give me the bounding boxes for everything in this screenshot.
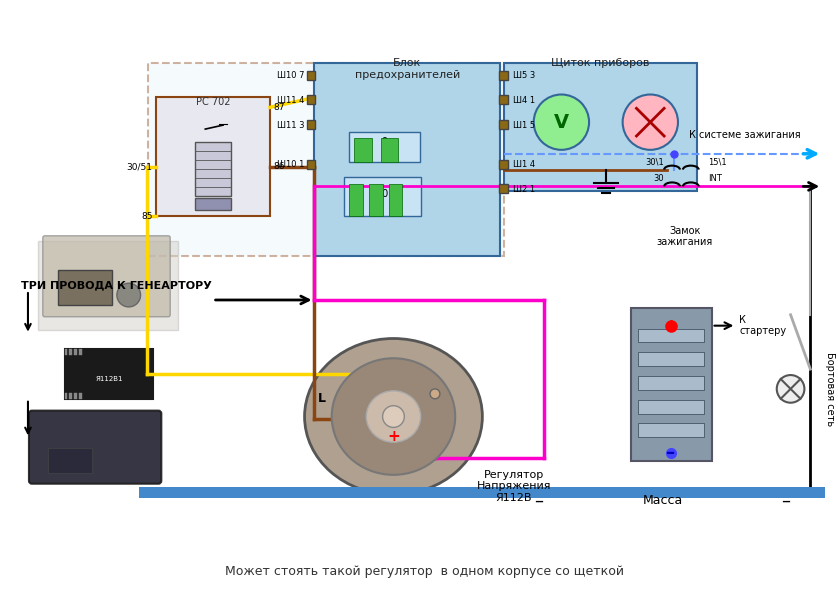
Bar	[148, 63, 504, 256]
Circle shape	[623, 94, 678, 150]
Bar	[65, 349, 68, 355]
Text: 9: 9	[381, 137, 388, 147]
Bar	[499, 96, 508, 104]
Text: 87: 87	[273, 103, 284, 112]
Bar	[195, 198, 231, 210]
Text: 30/51: 30/51	[127, 162, 153, 171]
Bar	[48, 448, 92, 473]
Bar	[639, 352, 704, 366]
Bar	[157, 97, 270, 216]
Text: L: L	[318, 392, 326, 405]
Bar	[499, 160, 508, 168]
Bar	[504, 63, 696, 191]
Text: INT: INT	[709, 174, 722, 183]
Bar	[58, 270, 112, 305]
Text: Замок
зажигания: Замок зажигания	[657, 226, 713, 248]
Text: 85: 85	[141, 211, 153, 220]
Text: 30\1: 30\1	[645, 157, 665, 166]
Text: +: +	[387, 429, 400, 444]
Text: К
стартеру: К стартеру	[739, 315, 786, 337]
Ellipse shape	[366, 391, 421, 442]
Bar	[75, 349, 77, 355]
Bar	[499, 71, 508, 79]
Text: Масса: Масса	[643, 494, 683, 507]
Bar	[380, 138, 398, 162]
Bar	[349, 184, 363, 216]
Bar	[80, 393, 82, 399]
Text: –: –	[534, 491, 543, 509]
Text: Ш1 4: Ш1 4	[513, 160, 535, 169]
Text: Ш11 4: Ш11 4	[277, 96, 304, 105]
Text: 10: 10	[376, 189, 389, 199]
Bar	[639, 400, 704, 414]
Bar	[138, 487, 825, 497]
Bar	[65, 393, 68, 399]
Bar	[195, 142, 231, 196]
Circle shape	[777, 375, 804, 403]
Text: Блок
предохранителей: Блок предохранителей	[354, 58, 460, 79]
Bar	[639, 423, 704, 437]
Text: РС 702: РС 702	[196, 97, 230, 107]
Bar	[307, 120, 315, 129]
Bar	[354, 138, 372, 162]
Ellipse shape	[383, 406, 404, 427]
Bar	[314, 63, 500, 256]
Bar	[307, 71, 315, 79]
Bar	[630, 308, 711, 461]
Ellipse shape	[304, 338, 483, 494]
Bar	[70, 393, 72, 399]
Bar	[75, 393, 77, 399]
Text: Я112В1: Я112В1	[96, 376, 122, 382]
Text: Ш11 3: Ш11 3	[277, 121, 304, 130]
Text: Ш5 3: Ш5 3	[513, 71, 535, 80]
Text: 15\1: 15\1	[709, 157, 727, 166]
Text: Ш2 1: Ш2 1	[513, 185, 535, 194]
Circle shape	[534, 94, 589, 150]
Ellipse shape	[332, 358, 455, 475]
Bar	[389, 184, 402, 216]
Bar	[344, 177, 422, 216]
Bar	[70, 349, 72, 355]
Circle shape	[116, 283, 141, 307]
Text: Может стоять такой регулятор  в одном корпусе со щеткой: Может стоять такой регулятор в одном кор…	[225, 565, 623, 578]
Text: Ш4 1: Ш4 1	[513, 96, 535, 105]
Bar	[65, 349, 153, 399]
Text: 86: 86	[273, 162, 284, 171]
Polygon shape	[38, 241, 178, 330]
Bar	[369, 184, 383, 216]
Bar	[499, 120, 508, 129]
Text: Щиток приборов: Щиток приборов	[551, 58, 649, 68]
FancyBboxPatch shape	[43, 236, 170, 317]
Circle shape	[430, 389, 440, 399]
Bar	[639, 376, 704, 390]
Text: –: –	[666, 444, 675, 462]
Bar	[307, 96, 315, 104]
Bar	[639, 328, 704, 343]
Text: –: –	[781, 491, 790, 509]
Text: ТРИ ПРОВОДА К ГЕНЕАРТОРУ: ТРИ ПРОВОДА К ГЕНЕАРТОРУ	[22, 280, 212, 290]
Bar	[307, 160, 315, 168]
Text: 30: 30	[654, 174, 665, 183]
Text: Регулятор
Напряжения
Я112В: Регулятор Напряжения Я112В	[477, 470, 551, 503]
Bar	[499, 184, 508, 193]
Text: Ш10 1: Ш10 1	[277, 160, 304, 169]
Text: V: V	[554, 113, 569, 132]
Text: Бортовая сеть: Бортовая сеть	[825, 352, 835, 426]
Text: Ш10 7: Ш10 7	[277, 71, 304, 80]
Text: К системе зажигания: К системе зажигания	[689, 130, 800, 140]
Text: Ш1 5: Ш1 5	[513, 121, 535, 130]
Bar	[349, 132, 420, 162]
Bar	[80, 349, 82, 355]
Text: +: +	[664, 316, 679, 335]
FancyBboxPatch shape	[29, 411, 162, 484]
